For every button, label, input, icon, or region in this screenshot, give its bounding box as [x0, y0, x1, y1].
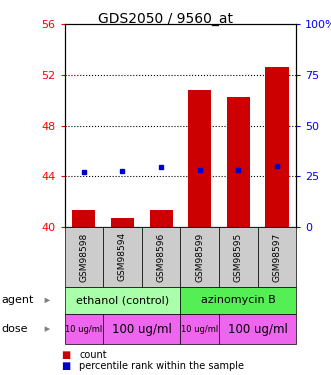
Text: GSM98597: GSM98597 — [272, 232, 281, 282]
Bar — [150, 210, 173, 227]
Text: ■: ■ — [61, 362, 71, 371]
Text: 100 ug/ml: 100 ug/ml — [228, 322, 288, 336]
Text: agent: agent — [2, 296, 34, 305]
Text: dose: dose — [2, 324, 28, 334]
Text: 100 ug/ml: 100 ug/ml — [112, 322, 172, 336]
Text: count: count — [79, 350, 107, 360]
Text: GSM98596: GSM98596 — [157, 232, 166, 282]
Text: 10 ug/ml: 10 ug/ml — [65, 324, 103, 334]
Bar — [227, 96, 250, 227]
Text: ■: ■ — [61, 350, 71, 360]
Text: GDS2050 / 9560_at: GDS2050 / 9560_at — [98, 12, 233, 26]
Text: GSM98594: GSM98594 — [118, 232, 127, 281]
Text: GSM98595: GSM98595 — [234, 232, 243, 282]
Text: GSM98598: GSM98598 — [79, 232, 88, 282]
Bar — [265, 68, 289, 227]
Bar — [72, 210, 95, 227]
Bar — [111, 218, 134, 227]
Text: 10 ug/ml: 10 ug/ml — [181, 324, 218, 334]
Bar — [188, 90, 211, 227]
Text: azinomycin B: azinomycin B — [201, 296, 276, 305]
Text: percentile rank within the sample: percentile rank within the sample — [79, 362, 244, 371]
Text: ethanol (control): ethanol (control) — [76, 296, 169, 305]
Text: GSM98599: GSM98599 — [195, 232, 204, 282]
